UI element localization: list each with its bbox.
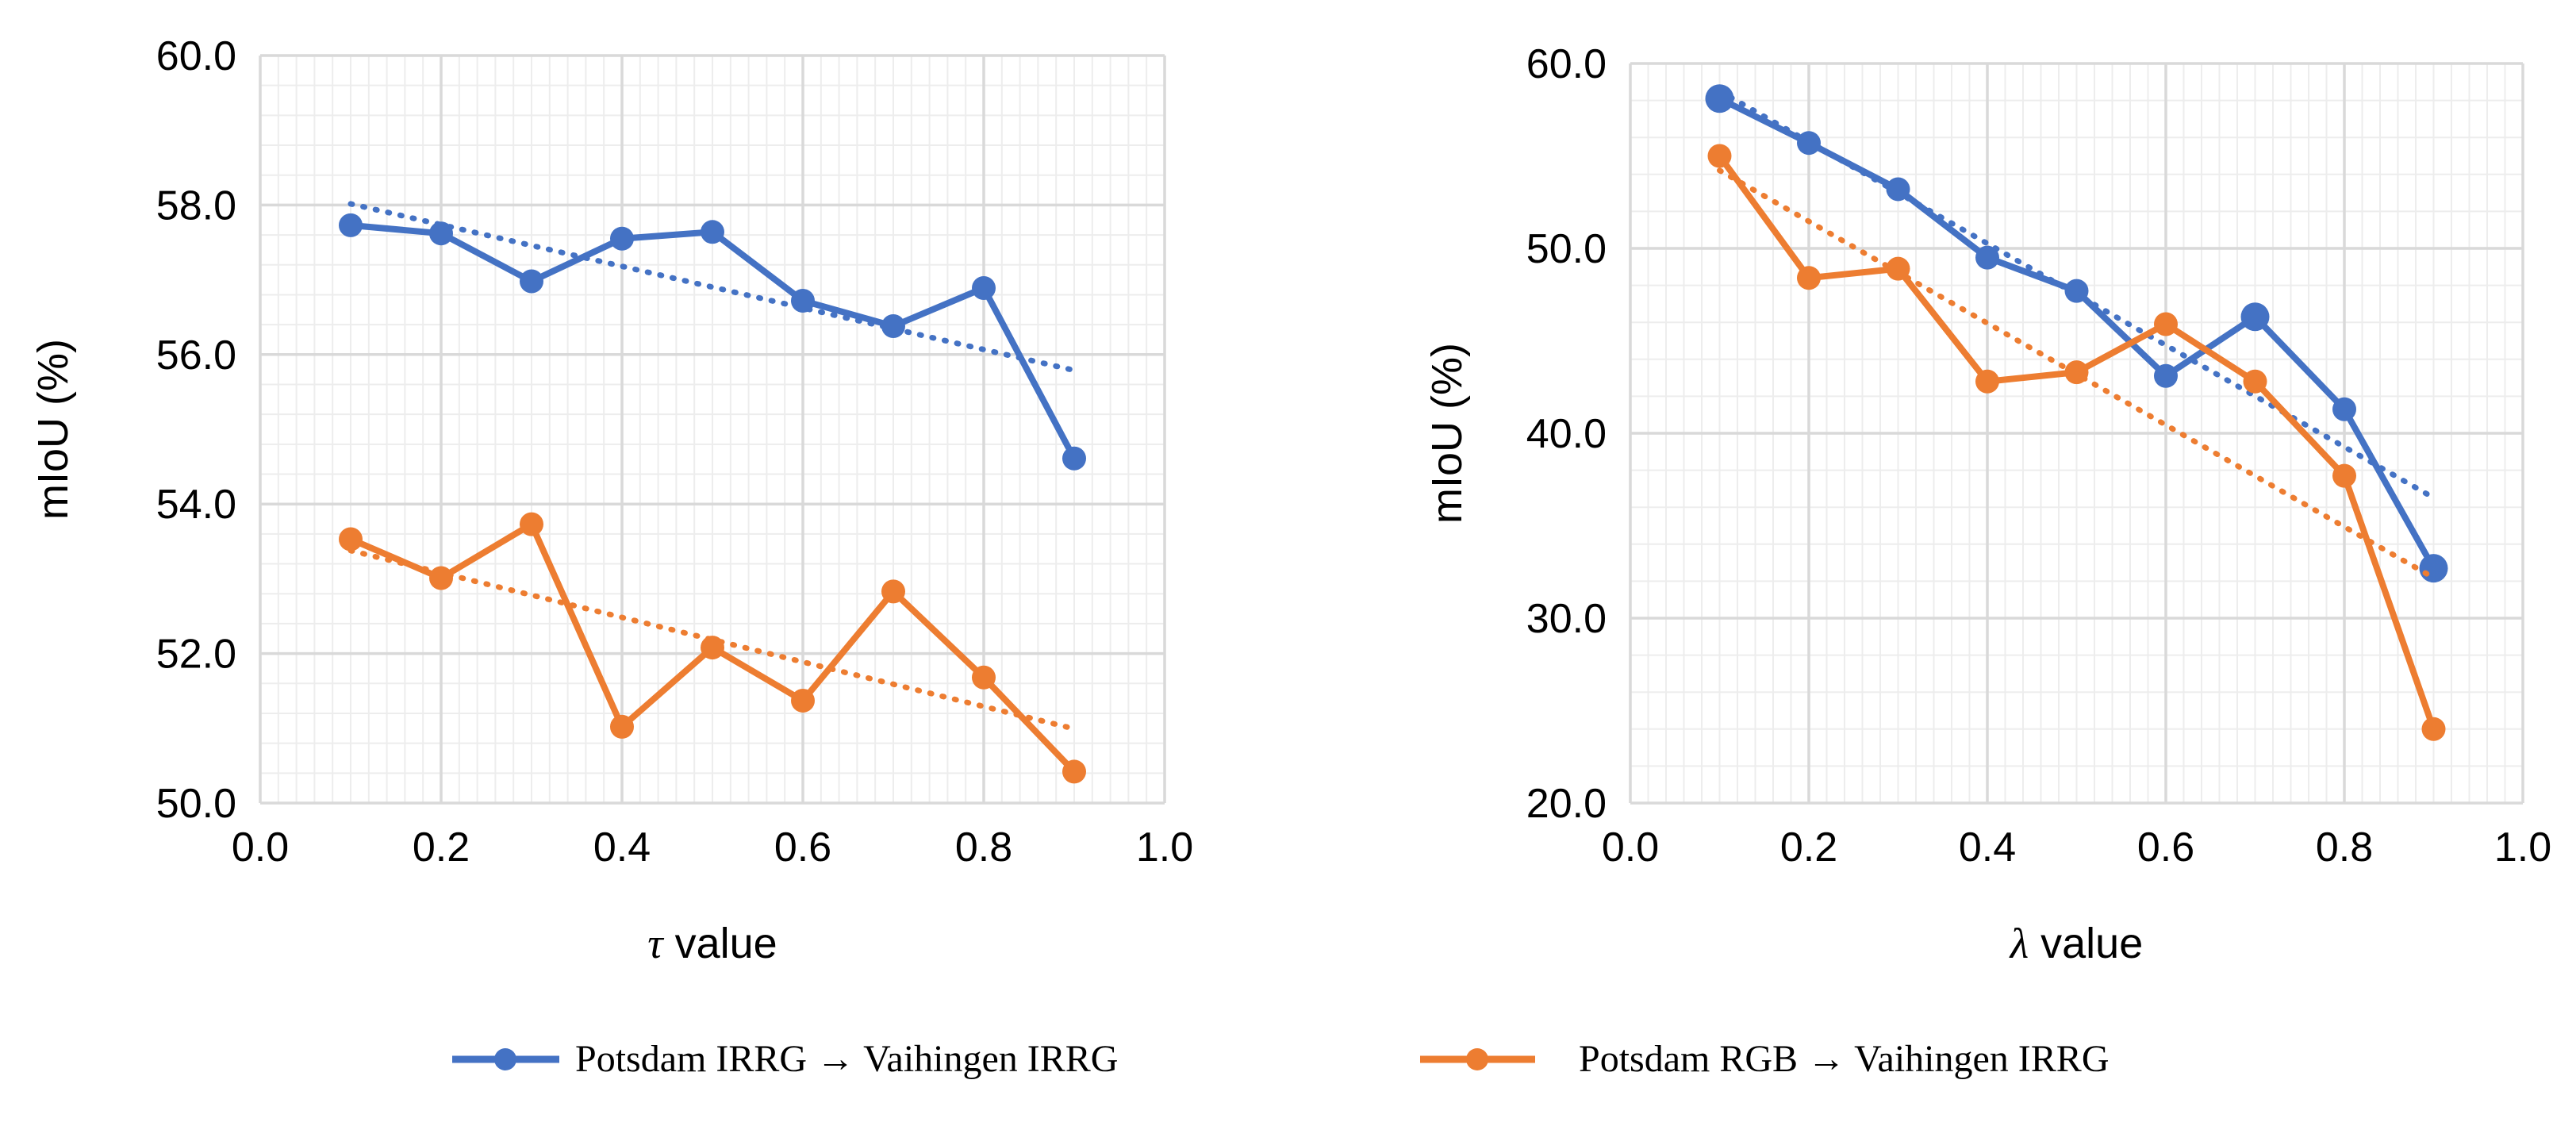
x-tick-label: 0.2 [1780,824,1837,870]
x-tick-label: 0.6 [2137,824,2194,870]
data-point-rgb [429,566,453,590]
x-tick-label: 0.6 [774,824,831,870]
data-point-irrg [610,226,634,251]
data-point-rgb [1797,266,1821,290]
x-tick-label: 0.4 [1959,824,2016,870]
data-point-irrg [972,275,996,300]
legend-marker-irrg [494,1048,516,1070]
data-point-rgb [339,527,363,551]
x-axis-label: λ value [2009,920,2144,967]
legend-label-rgb: Potsdam RGB → Vaihingen IRRG [1579,1038,2109,1080]
data-point-irrg [1062,446,1086,471]
legend-label-irrg: Potsdam IRRG → Vaihingen IRRG [575,1038,1118,1080]
data-point-rgb [610,714,634,739]
legend: Potsdam IRRG → Vaihingen IRRG Potsdam RG… [452,1038,2109,1080]
data-point-rgb [972,665,996,690]
y-tick-label: 50.0 [156,781,236,827]
x-tick-label: 0.0 [232,824,289,870]
y-tick-label: 50.0 [1526,226,1607,272]
data-point-rgb [1975,369,1999,394]
x-tick-label: 0.2 [413,824,470,870]
y-tick-label: 54.0 [156,482,236,528]
x-axis-label-text: value [2029,920,2143,967]
x-axis-label-text: value [663,920,777,967]
y-tick-label: 60.0 [1526,41,1607,87]
data-point-irrg [339,213,363,237]
x-axis-label: τ value [647,920,777,967]
data-point-irrg [701,220,724,244]
data-point-irrg [881,314,905,339]
y-tick-label: 30.0 [1526,596,1607,642]
data-point-rgb [701,636,724,660]
data-point-rgb [881,579,905,604]
legend-marker-rgb [1466,1048,1488,1070]
data-point-rgb [2243,369,2267,394]
x-tick-label: 1.0 [2494,824,2551,870]
y-tick-label: 52.0 [156,632,236,678]
y-tick-label: 40.0 [1526,411,1607,457]
data-point-irrg [791,288,815,313]
y-tick-label: 58.0 [156,183,236,229]
data-point-irrg [2240,302,2270,332]
x-tick-label: 0.8 [2316,824,2373,870]
data-point-irrg [2419,554,2448,583]
trendline-rgb [347,548,1077,732]
x-tick-label: 1.0 [1136,824,1193,870]
data-point-irrg [429,221,453,246]
y-axis-label: mIoU (%) [29,339,77,520]
x-tick-label: 0.0 [1602,824,1659,870]
data-point-rgb [1062,759,1086,784]
data-point-rgb [2154,312,2178,336]
y-tick-label: 20.0 [1526,781,1607,827]
data-point-rgb [2332,463,2356,488]
y-tick-label: 56.0 [156,332,236,379]
data-point-rgb [1886,256,1910,281]
data-point-irrg [2332,397,2356,421]
data-point-rgb [520,512,543,536]
y-axis-label: mIoU (%) [1423,343,1471,524]
data-point-irrg [1705,84,1734,113]
data-point-irrg [520,269,543,294]
x-tick-label: 0.4 [593,824,651,870]
data-point-rgb [791,688,815,713]
data-point-irrg [1886,177,1910,202]
data-point-irrg [2154,363,2178,388]
x-tick-label: 0.8 [955,824,1012,870]
data-point-irrg [1975,245,1999,270]
y-tick-label: 60.0 [156,33,236,79]
data-point-irrg [1797,131,1821,156]
x-axis-symbol: τ [647,920,664,967]
chart-tau: 0.0 0.2 0.4 0.6 0.8 1.0 50.0 52.0 54.0 56.0 58.0 60… [29,33,1193,967]
data-point-rgb [1707,144,1732,168]
chart-lambda: 0.0 0.2 0.4 0.6 0.8 1.0 20.0 30.0 40.0 50.0 60.0 λ … [1423,41,2551,967]
data-point-irrg [2064,279,2089,303]
data-point-rgb [2064,360,2089,385]
data-point-rgb [2421,717,2446,741]
trendline-irrg [347,201,1077,374]
x-axis-symbol: λ [2009,920,2029,967]
trendline-rgb [1717,167,2436,581]
